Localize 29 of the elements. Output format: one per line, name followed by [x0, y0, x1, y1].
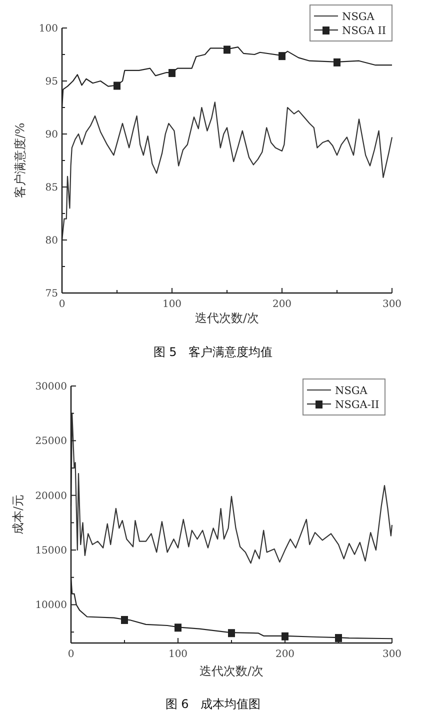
x-tick-label: 300: [382, 649, 402, 660]
y-axis-title: 成本/元: [11, 494, 25, 535]
legend-label: NSGA: [335, 385, 368, 397]
y-tick-label: 25000: [35, 436, 67, 448]
y-tick-label: 85: [45, 182, 58, 194]
y-tick-label: 100: [38, 24, 58, 34]
x-axis-title: 迭代次数/次: [194, 311, 260, 325]
y-tick-label: 80: [45, 236, 58, 246]
legend-label: NSGA-II: [335, 399, 380, 411]
caption: 图 6 成本均值图: [165, 697, 261, 711]
y-tick-label: 10000: [35, 600, 67, 612]
y-tick-label: 15000: [35, 546, 67, 557]
y-tick-label: 20000: [35, 490, 67, 502]
x-tick-label: 0: [58, 299, 66, 310]
y-tick-label: 90: [45, 130, 58, 140]
y-axis-title: 客户满意度/%: [13, 122, 27, 198]
x-tick-label: 100: [162, 299, 182, 310]
x-axis-title: 迭代次数/次: [199, 664, 264, 678]
legend-label: NSGA II: [342, 25, 386, 37]
y-tick-label: 75: [45, 288, 58, 300]
legend-label: NSGA: [342, 11, 375, 23]
x-tick-label: 200: [272, 299, 292, 310]
y-tick-label: 95: [45, 76, 58, 88]
x-tick-label: 200: [275, 649, 295, 660]
caption: 图 5 客户满意度均值: [153, 345, 273, 359]
x-tick-label: 100: [168, 649, 188, 660]
x-tick-label: 0: [68, 649, 74, 660]
y-tick-label: 30000: [35, 382, 67, 392]
x-tick-label: 300: [382, 299, 402, 310]
